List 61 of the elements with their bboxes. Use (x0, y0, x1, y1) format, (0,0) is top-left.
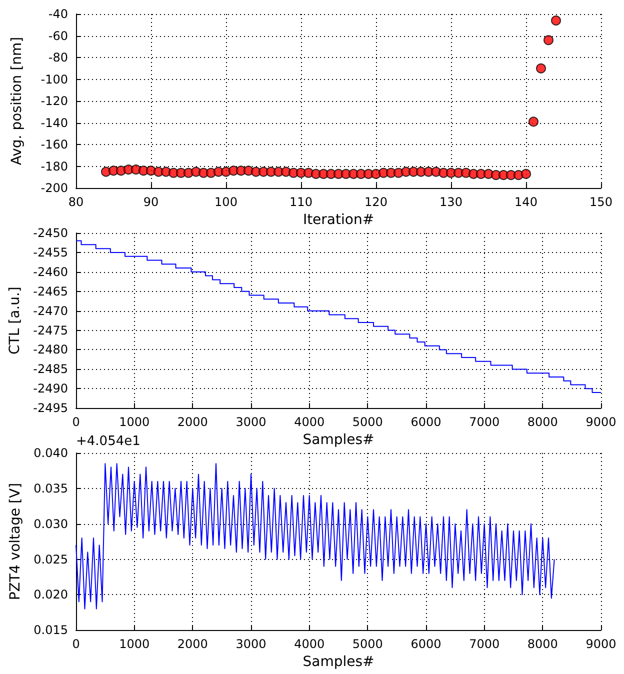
x-axis-title: Iteration# (302, 212, 374, 228)
y-tick-label: -2475 (33, 323, 68, 338)
y-axis-title: Avg. position [nm] (9, 36, 25, 166)
line-series (76, 463, 555, 610)
y-tick-label: 0.025 (34, 552, 68, 566)
y-tick-label: -2485 (33, 362, 68, 376)
y-tick-label: -2470 (33, 304, 68, 318)
x-tick-label: 9000 (586, 637, 616, 652)
y-tick-label: -2460 (33, 264, 68, 279)
x-tick-label: 8000 (527, 415, 558, 430)
x-axis-title: Samples# (302, 432, 374, 448)
x-tick-label: 80 (68, 195, 84, 210)
x-tick-label: 120 (364, 195, 388, 210)
y-tick-label: -80 (48, 50, 68, 65)
y-tick-label: 0.015 (34, 623, 68, 638)
x-tick-label: 4000 (294, 415, 325, 430)
text: +4.054e1 (76, 434, 140, 449)
x-tick-label: 2000 (177, 637, 208, 652)
x-tick-label: 0 (72, 415, 80, 430)
y-tick-label: -140 (40, 116, 68, 130)
x-tick-label: 90 (143, 195, 159, 210)
x-tick-label: 150 (590, 195, 612, 210)
y-tick-label: -120 (40, 94, 68, 108)
y-tick-label: -60 (48, 28, 68, 43)
x-axis-title: Samples# (302, 654, 374, 670)
y-tick-label: -2480 (33, 342, 68, 357)
x-tick-label: 6000 (410, 415, 442, 430)
x-tick-label: 130 (440, 195, 462, 210)
y-tick-label: -40 (48, 7, 68, 21)
y-tick-label: -2490 (33, 382, 68, 396)
x-tick-label: 6000 (410, 637, 442, 652)
y-tick-label: -160 (40, 138, 68, 152)
x-tick-label: 3000 (236, 415, 266, 430)
y-tick-label: -100 (40, 72, 68, 86)
x-tick-label: 1000 (119, 415, 150, 430)
x-tick-label: 5000 (352, 637, 383, 652)
y-tick-label: -200 (40, 181, 68, 196)
x-tick-label: 8000 (527, 637, 558, 652)
y-tick-label: 0.020 (34, 588, 68, 602)
y-axis-title: CTL [a.u.] (7, 286, 24, 354)
x-tick-label: 7000 (469, 415, 500, 430)
x-tick-label: 3000 (236, 637, 266, 652)
x-tick-label: 4000 (294, 637, 325, 652)
y-tick-label: 0.040 (34, 446, 68, 460)
y-tick-label: -2465 (33, 284, 68, 298)
x-tick-label: 0 (72, 637, 80, 652)
y-tick-label: -180 (40, 159, 68, 174)
x-tick-label: 140 (514, 195, 538, 210)
x-tick-label: 9000 (586, 415, 616, 430)
x-tick-label: 7000 (469, 637, 500, 652)
x-tick-label: 1000 (119, 637, 150, 652)
x-tick-label: 5000 (352, 415, 383, 430)
y-tick-label: -2495 (33, 401, 68, 416)
y-tick-label: -2455 (33, 245, 68, 260)
y-tick-label: -2450 (33, 226, 68, 240)
x-tick-label: 110 (290, 195, 312, 210)
x-tick-label: 100 (214, 195, 238, 210)
x-tick-label: 2000 (177, 415, 208, 430)
y-tick-label: 0.035 (34, 481, 68, 496)
y-tick-label: 0.030 (34, 516, 68, 531)
y-axis-title: PZT4 voltage [V] (8, 482, 24, 600)
